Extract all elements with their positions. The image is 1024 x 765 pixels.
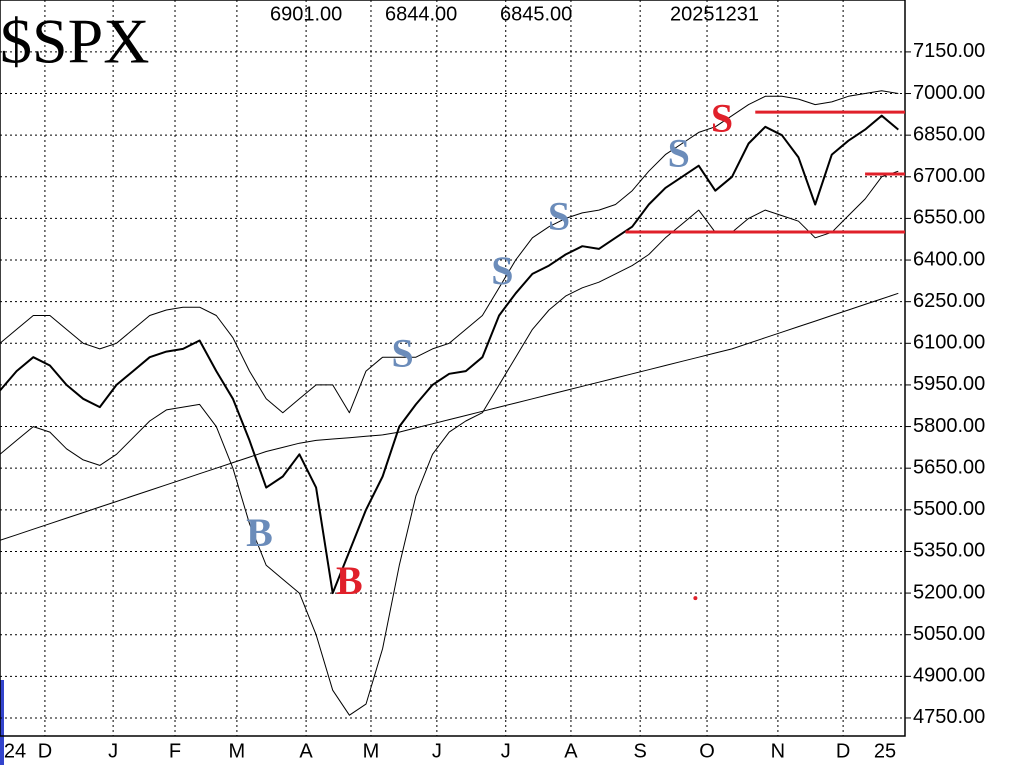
signal-label: B — [336, 558, 363, 603]
header-date: 20251231 — [670, 3, 759, 25]
x-tick-label: D — [836, 740, 850, 762]
x-tick-label: M — [229, 740, 246, 762]
signal-label: S — [668, 130, 690, 175]
signal-label: S — [711, 95, 733, 140]
series-line — [0, 90, 899, 414]
y-tick-label: 6400.00 — [913, 248, 985, 270]
series-line — [0, 292, 899, 541]
x-tick-label: J — [432, 740, 442, 762]
y-tick-label: 5950.00 — [913, 373, 985, 395]
header-value: 6844.00 — [385, 3, 457, 25]
y-tick-label: 5350.00 — [913, 540, 985, 562]
signal-label: S — [548, 193, 570, 238]
y-tick-label: 5500.00 — [913, 498, 985, 520]
y-tick-label: 7150.00 — [913, 40, 985, 62]
x-tick-label: M — [363, 740, 380, 762]
y-tick-label: 6850.00 — [913, 123, 985, 145]
x-tick-label: A — [299, 740, 313, 762]
y-tick-label: 6700.00 — [913, 165, 985, 187]
y-tick-label: 5050.00 — [913, 623, 985, 645]
x-tick-label: N — [771, 740, 785, 762]
y-tick-label: 5200.00 — [913, 581, 985, 603]
edge-strip — [0, 680, 4, 765]
marker-dot — [693, 596, 698, 601]
x-tick-label: F — [169, 740, 181, 762]
y-tick-label: 6250.00 — [913, 290, 985, 312]
y-tick-label: 7000.00 — [913, 82, 985, 104]
header-value: 6845.00 — [500, 3, 572, 25]
y-tick-label: 4750.00 — [913, 706, 985, 728]
series-line — [0, 170, 899, 716]
y-tick-label: 5650.00 — [913, 456, 985, 478]
signal-label: B — [246, 510, 273, 555]
x-tick-label: O — [699, 740, 715, 762]
signal-label: S — [391, 330, 413, 375]
year-label: 24 — [4, 740, 26, 762]
x-tick-label: D — [38, 740, 52, 762]
x-tick-label: J — [501, 740, 511, 762]
signal-label: S — [491, 248, 513, 293]
y-tick-label: 6100.00 — [913, 332, 985, 354]
series-line — [0, 114, 899, 595]
year-label: 25 — [874, 740, 896, 762]
y-tick-label: 4900.00 — [913, 665, 985, 687]
y-tick-label: 5800.00 — [913, 415, 985, 437]
chart-title: $SPX — [0, 6, 149, 77]
y-tick-label: 6550.00 — [913, 207, 985, 229]
x-tick-label: S — [633, 740, 646, 762]
plot-frame — [0, 0, 906, 737]
x-tick-label: A — [564, 740, 578, 762]
x-tick-label: J — [108, 740, 118, 762]
header-value: 6901.00 — [270, 3, 342, 25]
